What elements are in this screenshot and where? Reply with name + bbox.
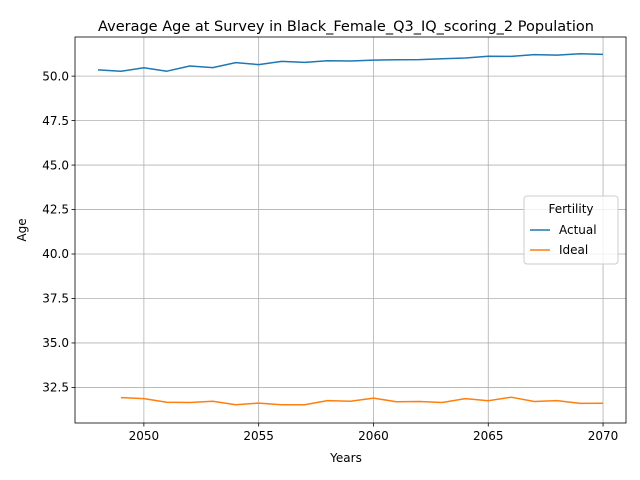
y-tick-label: 42.5 bbox=[42, 203, 69, 217]
y-tick-label: 47.5 bbox=[42, 114, 69, 128]
x-tick-label: 2060 bbox=[358, 429, 389, 443]
y-tick-label: 35.0 bbox=[42, 336, 69, 350]
series-line-ideal bbox=[120, 396, 604, 406]
x-tick-label: 2065 bbox=[473, 429, 504, 443]
y-tick-label: 32.5 bbox=[42, 381, 69, 395]
y-tick-label: 40.0 bbox=[42, 247, 69, 261]
series-line-actual bbox=[97, 52, 604, 73]
x-tick-label: 2050 bbox=[129, 429, 160, 443]
x-tick-label: 2055 bbox=[243, 429, 274, 443]
x-axis-title: Years bbox=[329, 451, 362, 465]
y-tick-label: 50.0 bbox=[42, 69, 69, 83]
legend-title: Fertility bbox=[548, 202, 593, 216]
tick-labels: 2050 2055 2060 2065 2070 32.5 35.0 37.5 40.0 42.5… bbox=[42, 69, 618, 443]
legend-label-actual: Actual bbox=[559, 223, 597, 237]
legend-box bbox=[523, 195, 619, 265]
chart-title: Average Age at Survey in Black_Female_Q3… bbox=[98, 19, 594, 35]
legend: Fertility Actual Ideal bbox=[523, 195, 619, 265]
legend-label-ideal: Ideal bbox=[559, 243, 588, 257]
y-axis-title: Age bbox=[15, 218, 29, 241]
plot-frame bbox=[74, 36, 627, 424]
y-tick-label: 37.5 bbox=[42, 292, 69, 306]
y-tick-label: 45.0 bbox=[42, 158, 69, 172]
axes bbox=[71, 36, 627, 427]
series-lines bbox=[97, 52, 604, 406]
x-tick-label: 2070 bbox=[588, 429, 619, 443]
